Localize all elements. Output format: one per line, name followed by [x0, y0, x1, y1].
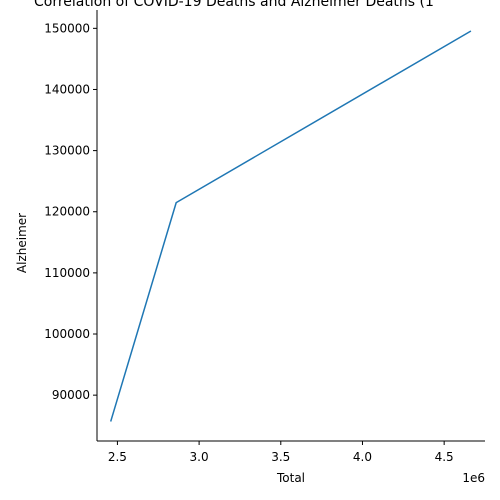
series-group [109, 30, 472, 422]
series-line [109, 30, 472, 422]
x-tick-label: 4.5 [435, 450, 454, 464]
y-tick-label: 140000 [44, 82, 90, 96]
x-tick-label: 3.0 [190, 450, 209, 464]
x-tick-label: 3.5 [271, 450, 290, 464]
y-tick-label: 150000 [44, 21, 90, 35]
y-tick-label: 130000 [44, 144, 90, 158]
x-ticks: 2.5 3.0 3.5 4.0 4.5 [108, 441, 454, 464]
y-tick-label: 120000 [44, 205, 90, 219]
y-axis-label: Alzheimer [15, 213, 29, 273]
y-tick-label: 110000 [44, 266, 90, 280]
x-tick-label: 4.0 [353, 450, 372, 464]
y-ticks: 90000 100000 110000 120000 130000 140000 15000… [44, 21, 97, 402]
y-tick-label: 90000 [52, 388, 90, 402]
y-tick-label: 100000 [44, 327, 90, 341]
x-tick-label: 2.5 [108, 450, 127, 464]
x-offset-label: 1e6 [462, 471, 485, 485]
chart-title: Correlation of COVID-19 Deaths and Alzhe… [34, 0, 434, 10]
x-axis-label: Total [276, 471, 305, 485]
